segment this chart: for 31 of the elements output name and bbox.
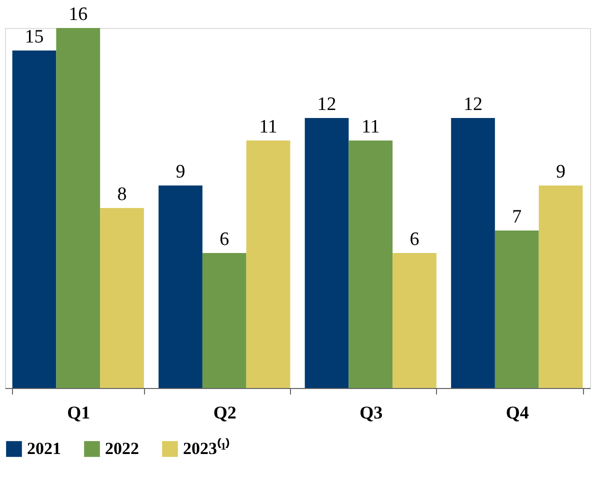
legend-label: 2022 <box>105 439 139 458</box>
data-label: 15 <box>24 26 44 48</box>
bar <box>56 28 100 388</box>
x-tick-label: Q3 <box>360 402 383 422</box>
bar <box>304 118 349 388</box>
legend-label: 2023⁽¹⁾ <box>183 438 230 458</box>
data-label: 12 <box>317 94 336 115</box>
bar <box>392 253 436 388</box>
data-label: 16 <box>68 4 88 25</box>
x-tick-label: Q4 <box>506 402 529 422</box>
bar <box>538 186 583 388</box>
x-tick-label: Q1 <box>67 402 90 422</box>
data-label: 12 <box>464 94 482 115</box>
data-label: 6 <box>220 229 230 250</box>
bar <box>494 230 539 388</box>
bar <box>451 118 495 388</box>
bar <box>12 50 56 388</box>
bar <box>202 253 246 388</box>
bar <box>246 140 290 388</box>
legend-label: 2021 <box>27 439 61 458</box>
data-label: 6 <box>410 229 420 250</box>
x-tick-label: Q2 <box>213 402 236 422</box>
data-label: 9 <box>556 162 566 182</box>
data-label: 11 <box>259 116 278 138</box>
data-label: 7 <box>512 206 522 228</box>
data-label: 8 <box>117 184 127 205</box>
bar <box>158 186 202 388</box>
bar <box>348 140 393 388</box>
bar <box>100 208 144 388</box>
data-label: 9 <box>176 162 186 182</box>
data-label: 11 <box>361 116 380 138</box>
